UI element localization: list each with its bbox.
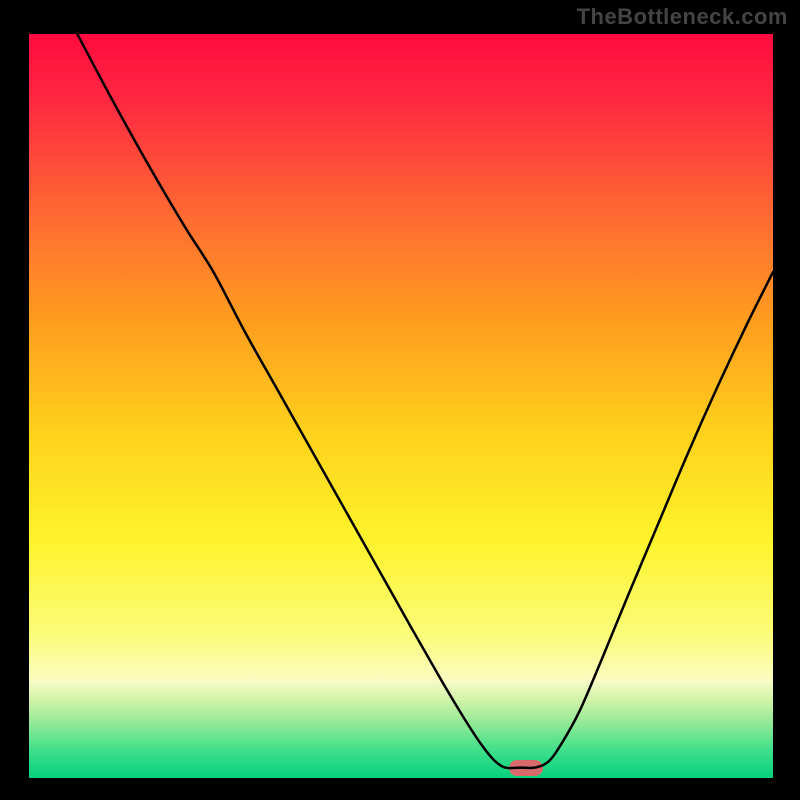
chart-canvas: TheBottleneck.com <box>0 0 800 800</box>
watermark-text: TheBottleneck.com <box>577 4 788 30</box>
gradient-background <box>29 34 773 681</box>
green-band <box>29 681 773 778</box>
optimal-marker <box>509 760 543 776</box>
plot-frame <box>25 30 777 782</box>
